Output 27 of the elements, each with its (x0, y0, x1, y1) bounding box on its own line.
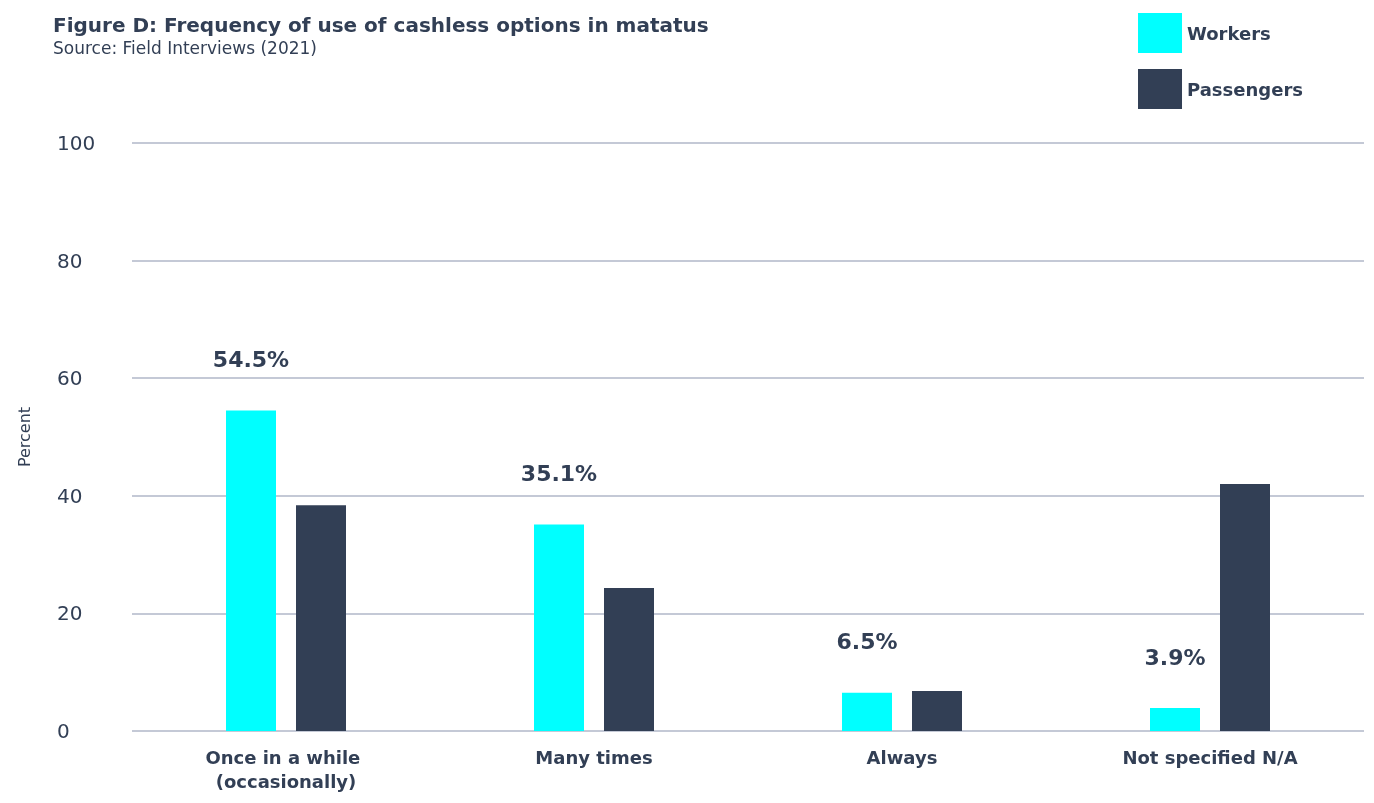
x-tick-label: Many times (535, 746, 653, 768)
bar (1220, 484, 1270, 731)
bar (1150, 708, 1200, 731)
bar (226, 410, 276, 731)
x-tick-label: Once in a while (occasionally) (205, 746, 367, 792)
bar (912, 691, 962, 731)
bar (296, 505, 346, 731)
x-tick-label: Always (866, 746, 938, 768)
legend-label: Workers (1187, 22, 1271, 44)
legend-label: Passengers (1187, 78, 1304, 100)
bar (842, 692, 892, 731)
chart-title: Figure D: Frequency of use of cashless options in matatus (53, 13, 709, 37)
y-tick-label: 40 (57, 483, 83, 508)
y-axis-title: Percent (14, 406, 34, 468)
y-tick-label: 0 (57, 719, 70, 743)
bar (534, 524, 584, 731)
y-tick-label: 100 (57, 131, 96, 155)
y-tick-label: 60 (57, 366, 83, 391)
bar (604, 588, 654, 731)
x-tick-label: Not specified N/A (1122, 746, 1298, 768)
data-label: 54.5% (212, 347, 290, 373)
y-tick-label: 80 (57, 248, 83, 273)
chart-subtitle: Source: Field Interviews (2021) (53, 37, 317, 58)
data-label: 35.1% (520, 461, 598, 487)
y-tick-label: 20 (57, 601, 83, 626)
data-label: 6.5% (836, 629, 898, 655)
data-label: 3.9% (1144, 644, 1206, 670)
